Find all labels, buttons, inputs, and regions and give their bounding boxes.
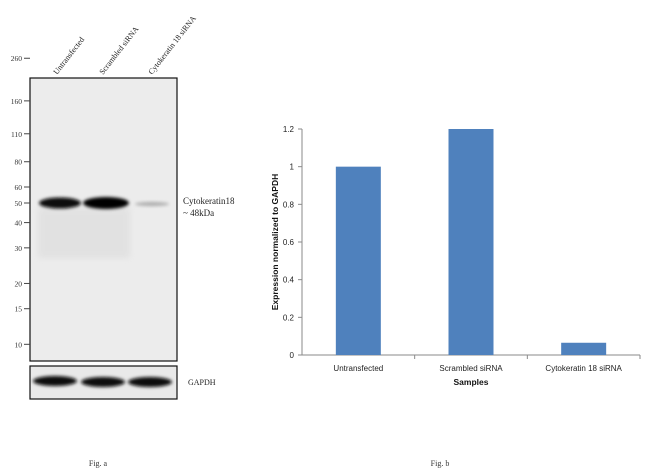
- gapdh-band-3: [128, 377, 172, 387]
- y-tick-label: 0.8: [283, 200, 295, 209]
- y-tick-label: 0: [290, 351, 295, 360]
- gapdh-band-1: [33, 376, 77, 386]
- marker-label: 15: [15, 305, 23, 314]
- gapdh-band-2: [81, 377, 125, 387]
- x-axis-label: Samples: [454, 377, 489, 387]
- gapdh-bands: [33, 376, 172, 387]
- y-tick-label: 1.2: [283, 125, 295, 134]
- band-untransfected: [39, 197, 81, 209]
- molecular-weight-markers: 260 160 110 80 60 50 40 30 20 15 10: [11, 54, 30, 349]
- bars: [335, 129, 607, 355]
- marker-label: 260: [11, 54, 23, 63]
- y-axis-ticks: 0 0.2 0.4 0.6 0.8 1 1.2: [283, 125, 302, 360]
- blot-smear: [38, 208, 130, 258]
- bar: [448, 129, 494, 355]
- gapdh-label: GAPDH: [188, 378, 216, 387]
- marker-label: 160: [11, 97, 23, 106]
- marker-label: 10: [15, 340, 23, 349]
- fig-b-caption: Fig. b: [431, 459, 450, 468]
- band-scrambled: [83, 197, 129, 209]
- y-tick-label: 0.4: [283, 276, 295, 285]
- bar: [561, 342, 607, 355]
- lane-label: Scrambled siRNA: [97, 24, 140, 76]
- x-tick-label: Untransfected: [333, 364, 383, 373]
- marker-label: 50: [15, 199, 23, 208]
- lane-label: Untransfected: [51, 35, 86, 76]
- x-tick-label: Scrambled siRNA: [439, 364, 503, 373]
- x-tick-label: Cytokeratin 18 siRNA: [545, 364, 622, 373]
- lane-labels: Untransfected Scrambled siRNA Cytokeratin …: [51, 14, 198, 76]
- y-tick-label: 0.6: [283, 238, 295, 247]
- fig-a-caption: Fig. a: [89, 459, 108, 468]
- marker-label: 40: [15, 219, 23, 228]
- marker-label: 20: [15, 279, 23, 288]
- western-blot-panel: Untransfected Scrambled siRNA Cytokeratin …: [11, 14, 235, 468]
- marker-label: 80: [15, 158, 23, 167]
- marker-label: 110: [11, 130, 22, 139]
- band-label-line2: ~ 48kDa: [183, 208, 214, 218]
- band-label-line1: Cytokeratin18: [183, 196, 235, 206]
- band-knockdown: [135, 201, 169, 207]
- lane-label: Cytokeratin 18 siRNA: [146, 14, 198, 76]
- marker-label: 30: [15, 244, 23, 253]
- marker-label: 60: [15, 183, 23, 192]
- cytokeratin18-bands: [39, 197, 169, 209]
- x-axis-ticks: Untransfected Scrambled siRNA Cytokeratin …: [333, 355, 641, 373]
- y-tick-label: 1: [290, 163, 295, 172]
- y-axis-label: Expression normalized to GAPDH: [270, 174, 280, 311]
- y-tick-label: 0.2: [283, 313, 295, 322]
- bar: [335, 166, 381, 355]
- bar-chart-panel: 0 0.2 0.4 0.6 0.8 1 1.2 Untransfected Scrambled…: [270, 125, 641, 468]
